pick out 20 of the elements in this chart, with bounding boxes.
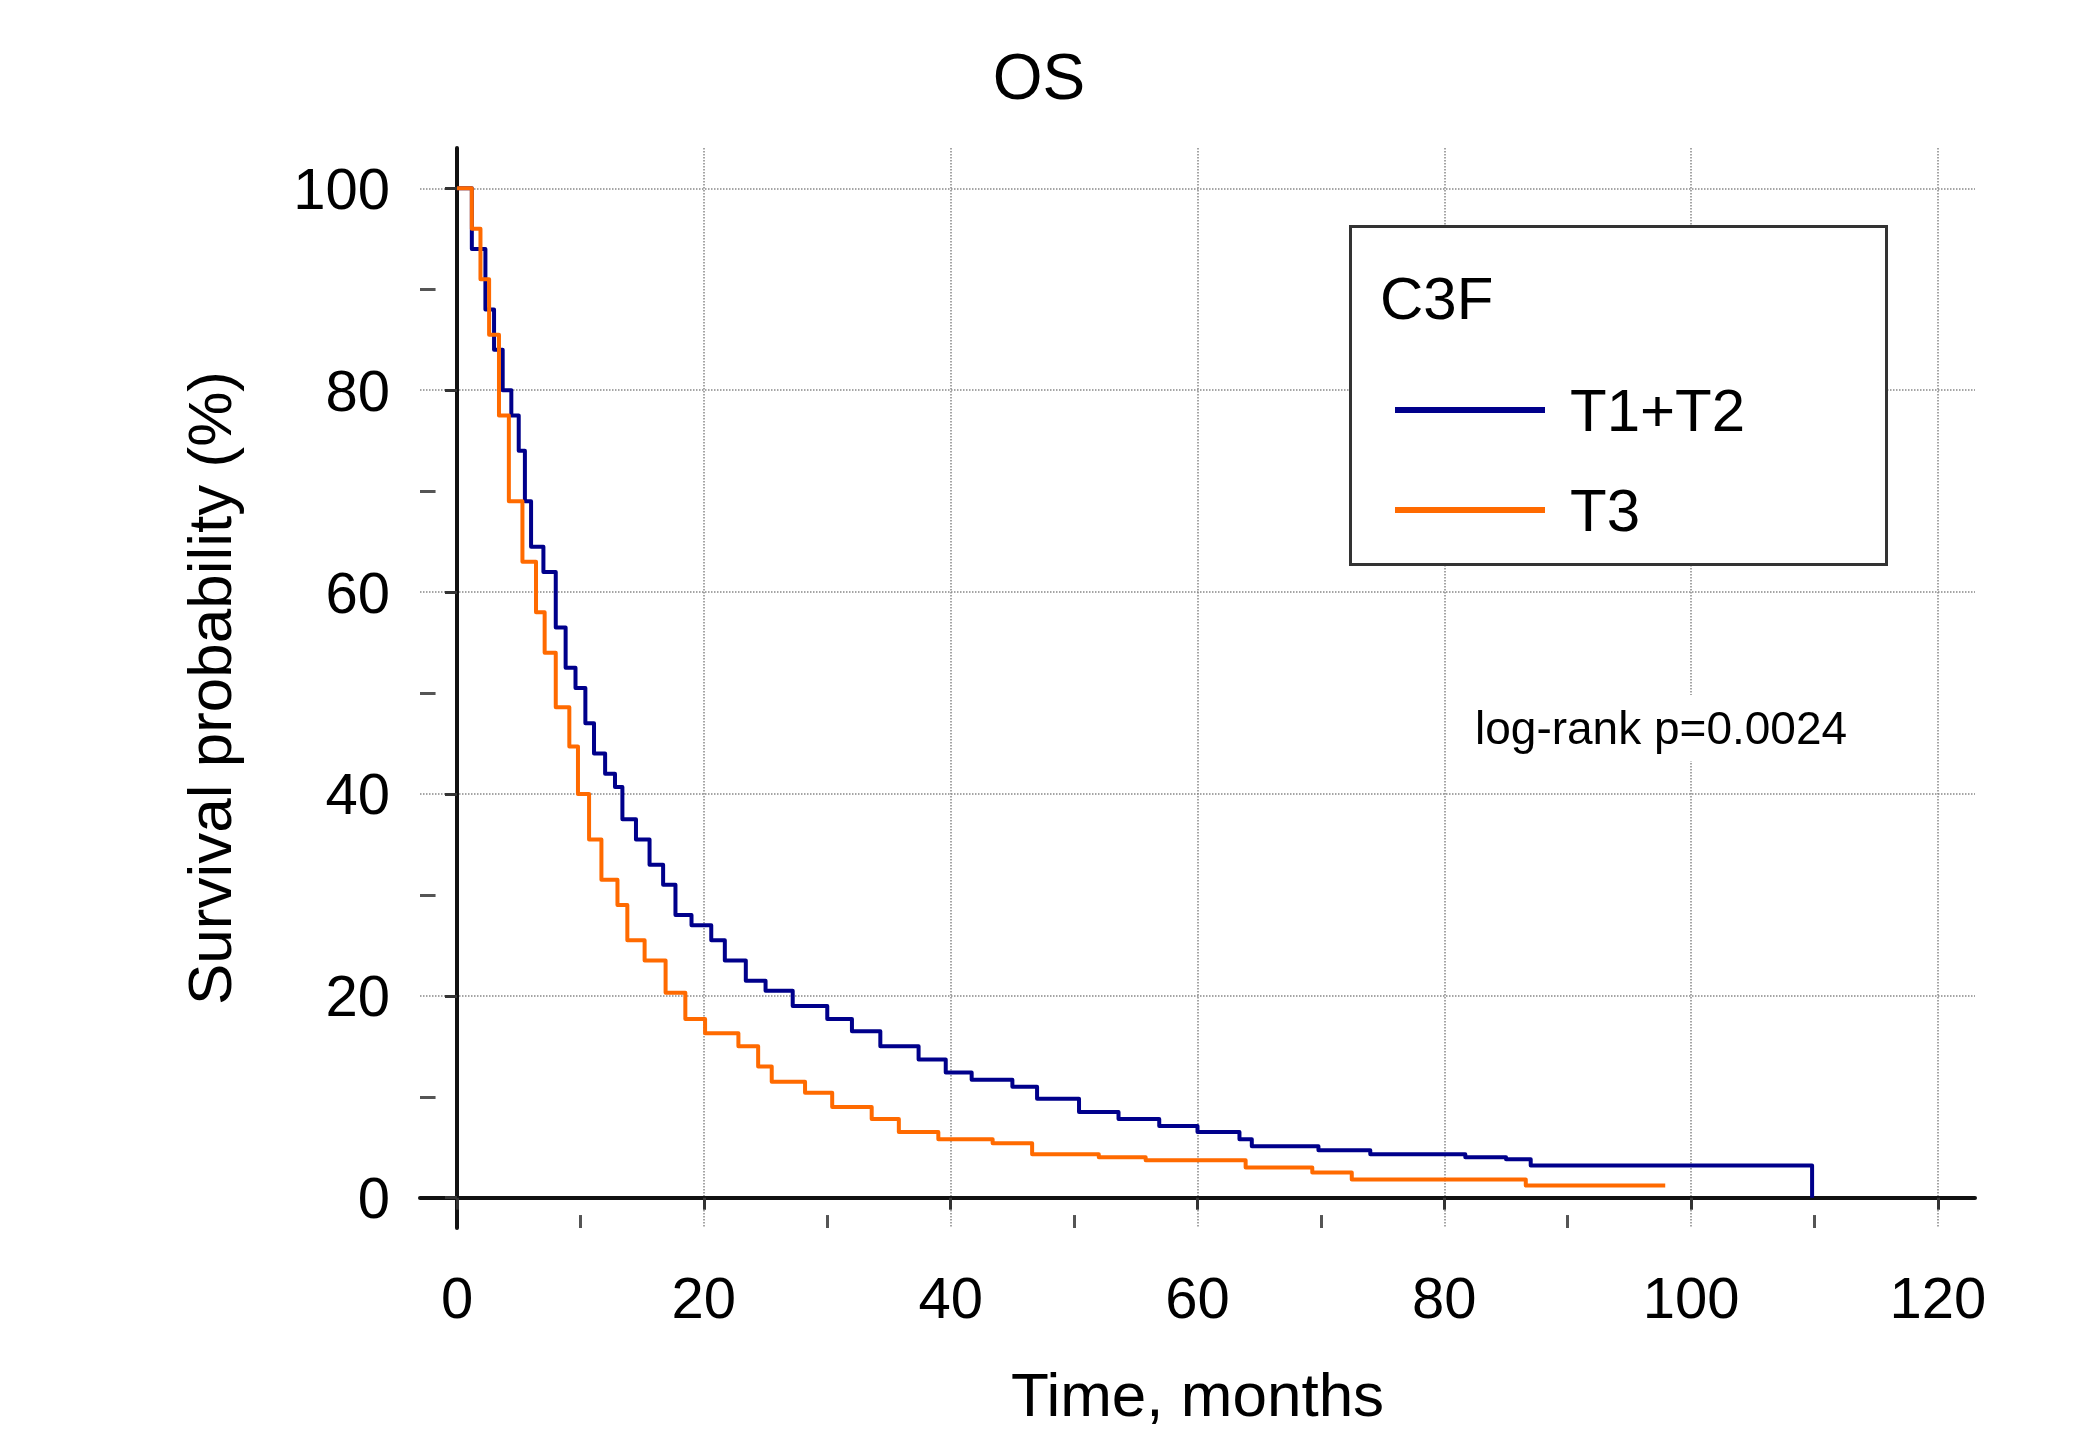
legend-label: T3 — [1570, 476, 1641, 544]
y-tick-label: 60 — [325, 559, 390, 625]
x-tick-label: 40 — [918, 1264, 983, 1330]
legend-title: C3F — [1380, 264, 1494, 332]
y-tick-label: 0 — [357, 1165, 390, 1231]
legend-label: T1+T2 — [1570, 376, 1746, 444]
x-tick-label: 60 — [1165, 1264, 1230, 1330]
chart-title: OS — [992, 41, 1086, 113]
x-tick-label: 20 — [671, 1264, 737, 1330]
y-axis-title: Survival probability (%) — [174, 371, 244, 1005]
x-axis-title: Time, months — [1010, 1359, 1385, 1429]
x-tick-label: 80 — [1412, 1264, 1477, 1330]
x-tick-label: 0 — [440, 1264, 474, 1330]
x-tick-label: 120 — [1889, 1264, 1987, 1330]
y-tick-label: 100 — [293, 155, 390, 221]
x-tick-label: 100 — [1642, 1264, 1740, 1330]
y-tick-label: 80 — [325, 357, 390, 423]
annotation: log-rank p=0.0024 — [1475, 702, 1848, 754]
y-tick-label: 40 — [325, 761, 390, 827]
y-tick-label: 20 — [325, 963, 390, 1029]
